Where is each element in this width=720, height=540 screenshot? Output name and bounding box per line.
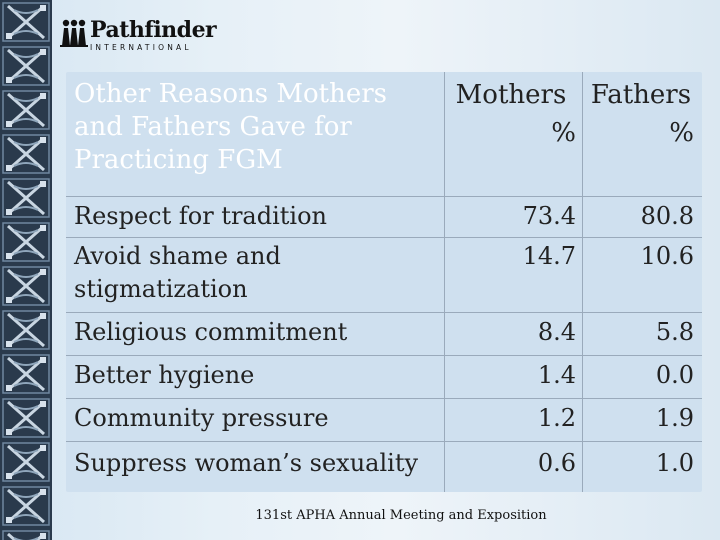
- column-divider: [444, 72, 445, 492]
- table-row: Community pressure 1.2 1.9: [66, 398, 702, 442]
- row-mothers-value: 1.4: [537, 361, 576, 389]
- fgm-reasons-table: Other Reasons Mothers and Fathers Gave f…: [66, 72, 702, 492]
- tribal-pattern-icon: [0, 0, 52, 540]
- row-fathers-value: 0.0: [655, 361, 694, 389]
- header-mothers-unit: %: [551, 118, 576, 148]
- row-fathers-value: 80.8: [640, 202, 694, 230]
- row-mothers-value: 73.4: [522, 202, 576, 230]
- column-divider: [582, 72, 583, 492]
- header-fathers: Fathers: [590, 80, 692, 110]
- slide-footer: 131st APHA Annual Meeting and Exposition: [255, 508, 547, 523]
- people-figures-icon: [60, 19, 88, 47]
- row-label: Religious commitment: [74, 318, 348, 346]
- header-label: Other Reasons Mothers and Fathers Gave f…: [74, 79, 388, 175]
- row-label: Avoid shame and stigmatization: [74, 242, 281, 303]
- row-fathers-value: 10.6: [640, 242, 694, 270]
- table-row: Better hygiene 1.4 0.0: [66, 355, 702, 399]
- row-fathers-value: 1.9: [655, 404, 694, 432]
- table-row: Religious commitment 8.4 5.8: [66, 312, 702, 356]
- row-label: Community pressure: [74, 404, 329, 432]
- brand-subtitle: INTERNATIONAL: [90, 43, 192, 52]
- brand-name: Pathfinder: [90, 17, 217, 43]
- row-mothers-value: 0.6: [537, 449, 576, 477]
- table-row: Suppress woman’s sexuality 0.6 1.0: [66, 441, 702, 492]
- row-mothers-value: 1.2: [537, 404, 576, 432]
- header-mothers: Mothers: [455, 80, 567, 110]
- decorative-border: [0, 0, 52, 540]
- row-label: Better hygiene: [74, 361, 255, 389]
- row-mothers-value: 8.4: [537, 318, 576, 346]
- row-fathers-value: 5.8: [655, 318, 694, 346]
- header-fathers-unit: %: [669, 118, 694, 148]
- table-row: Respect for tradition 73.4 80.8: [66, 196, 702, 238]
- table-header-row: Other Reasons Mothers and Fathers Gave f…: [66, 72, 702, 197]
- pathfinder-logo: Pathfinder INTERNATIONAL: [60, 16, 217, 56]
- row-label: Suppress woman’s sexuality: [74, 449, 419, 477]
- row-fathers-value: 1.0: [655, 449, 694, 477]
- table-row: Avoid shame and stigmatization 14.7 10.6: [66, 237, 702, 313]
- row-mothers-value: 14.7: [522, 242, 576, 270]
- row-label: Respect for tradition: [74, 202, 327, 230]
